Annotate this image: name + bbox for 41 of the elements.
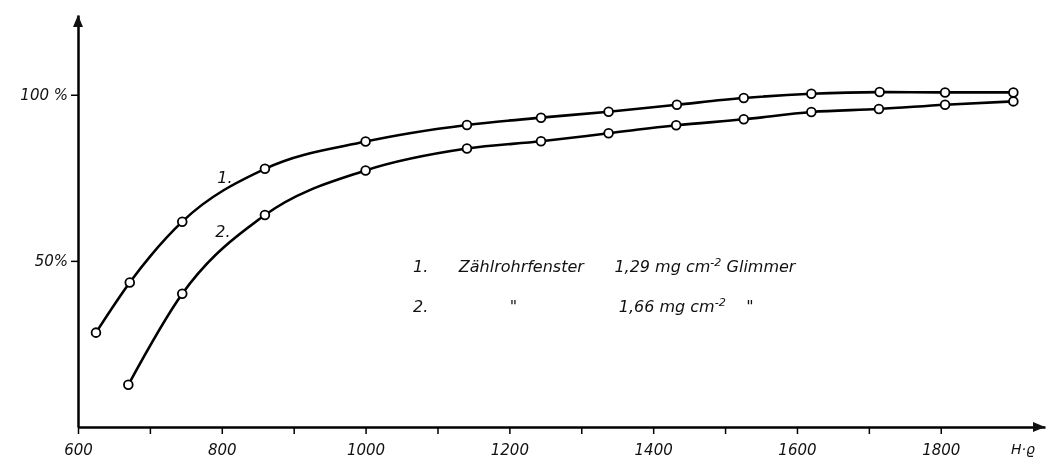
point [1008, 96, 1019, 107]
x-tick-label: 1800 [922, 441, 961, 459]
x-tick-label: 1400 [634, 441, 673, 459]
point [123, 379, 134, 391]
x-tick-label: 1000 [346, 441, 386, 459]
point [873, 103, 885, 115]
point [738, 92, 750, 104]
point [603, 106, 614, 117]
point [176, 288, 188, 300]
point [90, 327, 102, 338]
point [360, 136, 371, 147]
point [259, 163, 271, 175]
point [671, 99, 683, 110]
series-label: 1. [217, 167, 233, 187]
annotation: 1. Zählrohrfenster 1,29 mg cm$^{-2}$ Glimmer [413, 255, 797, 276]
y-tick-label: 50% [34, 252, 68, 271]
point [603, 128, 614, 139]
point [874, 86, 885, 98]
point [670, 120, 682, 131]
point [461, 143, 473, 154]
text: 2. " 1,66 mg cm$^{-2}$ " [413, 295, 754, 316]
series-label: 2. [215, 221, 231, 241]
point [176, 216, 188, 227]
point [939, 87, 951, 98]
x-tick-label: 600 [64, 441, 93, 459]
point [461, 119, 473, 131]
point [259, 209, 271, 221]
point [939, 99, 951, 110]
point [806, 106, 817, 118]
x-tick-label: 800 [207, 441, 237, 459]
x-axis-title: H·ϱ [1011, 441, 1035, 457]
point [535, 112, 547, 123]
point [738, 114, 750, 125]
point [360, 165, 371, 176]
y-tick-label: 100 % [20, 86, 68, 105]
point [806, 88, 817, 100]
point [124, 277, 136, 288]
point [1008, 87, 1019, 98]
x-tick-label: 1200 [490, 441, 529, 459]
point [535, 136, 547, 147]
x-tick-label: 1600 [778, 441, 817, 459]
